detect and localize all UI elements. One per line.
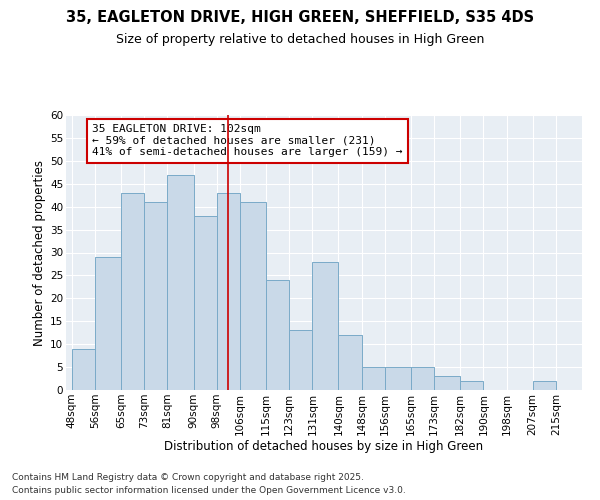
Bar xyxy=(385,367,411,390)
Bar xyxy=(266,280,289,390)
Bar xyxy=(289,330,313,390)
Bar xyxy=(460,381,484,390)
Bar xyxy=(72,349,95,390)
Bar xyxy=(362,367,385,390)
Bar xyxy=(217,193,240,390)
Bar xyxy=(313,262,338,390)
Bar xyxy=(240,202,266,390)
Bar xyxy=(121,193,144,390)
Bar xyxy=(144,202,167,390)
Text: 35 EAGLETON DRIVE: 102sqm
← 59% of detached houses are smaller (231)
41% of semi: 35 EAGLETON DRIVE: 102sqm ← 59% of detac… xyxy=(92,124,403,158)
Text: Contains HM Land Registry data © Crown copyright and database right 2025.: Contains HM Land Registry data © Crown c… xyxy=(12,474,364,482)
Bar xyxy=(95,257,121,390)
Text: Contains public sector information licensed under the Open Government Licence v3: Contains public sector information licen… xyxy=(12,486,406,495)
Bar xyxy=(194,216,217,390)
Bar xyxy=(167,174,194,390)
Bar xyxy=(411,367,434,390)
Y-axis label: Number of detached properties: Number of detached properties xyxy=(33,160,46,346)
Text: 35, EAGLETON DRIVE, HIGH GREEN, SHEFFIELD, S35 4DS: 35, EAGLETON DRIVE, HIGH GREEN, SHEFFIEL… xyxy=(66,10,534,25)
X-axis label: Distribution of detached houses by size in High Green: Distribution of detached houses by size … xyxy=(164,440,484,454)
Text: Size of property relative to detached houses in High Green: Size of property relative to detached ho… xyxy=(116,32,484,46)
Bar xyxy=(434,376,460,390)
Bar xyxy=(533,381,556,390)
Bar xyxy=(338,335,362,390)
